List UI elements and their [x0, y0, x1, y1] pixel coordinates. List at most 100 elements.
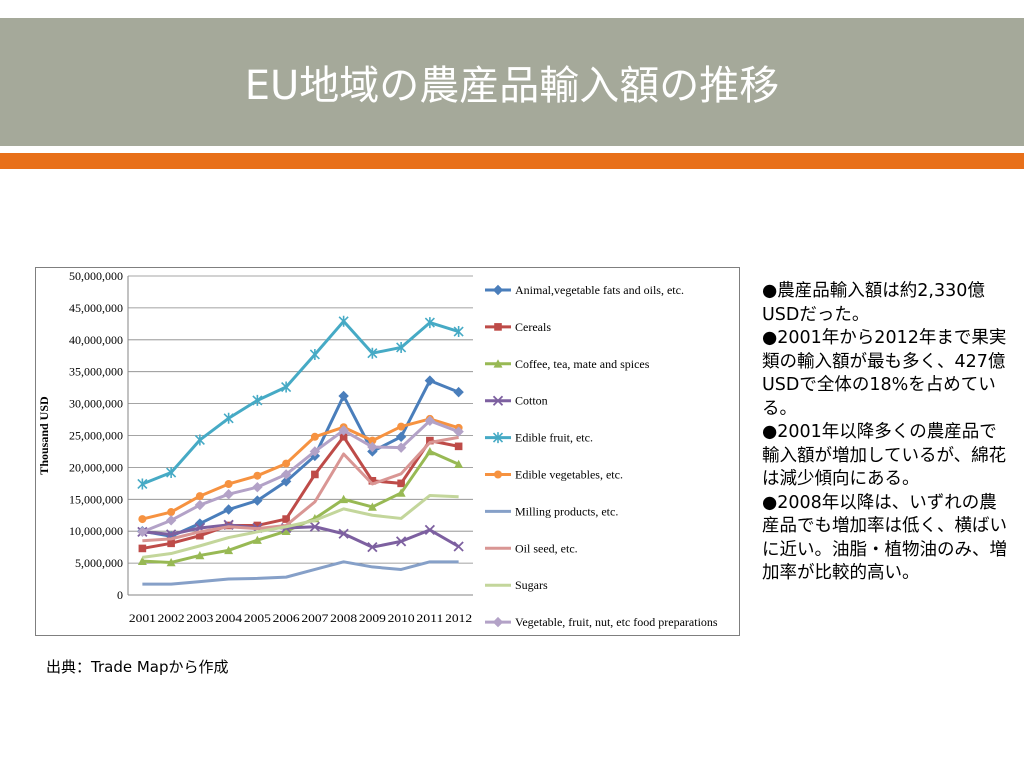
data-point: [224, 545, 234, 555]
data-point: [252, 495, 263, 506]
data-point: [395, 536, 407, 547]
data-point: [454, 442, 463, 451]
data-point: [167, 539, 175, 548]
legend-label: Coffee, tea, mate and spices: [515, 357, 650, 371]
data-point: [223, 488, 234, 500]
data-point: [367, 502, 377, 511]
legend-marker: [494, 470, 502, 479]
data-point: [338, 425, 349, 436]
data-point: [395, 431, 407, 442]
data-point: [166, 467, 177, 479]
notes-panel: ●農産品輸入額は約2,330億USDだった。 ●2001年から2012年まで果実…: [762, 280, 1012, 586]
data-point: [138, 515, 147, 524]
data-point: [368, 476, 377, 485]
data-point: [424, 415, 436, 427]
legend-marker: [492, 284, 504, 296]
series-line-5: [141, 319, 460, 486]
legend-marker: [492, 432, 504, 444]
data-point: [253, 521, 262, 530]
data-point: [338, 390, 349, 402]
data-point: [166, 557, 176, 567]
y-tick-label: 10,000,000: [69, 524, 123, 538]
y-tick-label: 45,000,000: [69, 301, 123, 315]
data-point: [397, 422, 406, 431]
data-point: [281, 526, 291, 535]
data-point: [454, 459, 464, 469]
data-point: [280, 476, 292, 487]
series-line-7: [142, 560, 459, 586]
y-tick-label: 25,000,000: [69, 429, 123, 443]
data-point: [426, 436, 434, 445]
legend-marker: [493, 359, 503, 368]
x-tick-label: 2008: [330, 611, 357, 625]
legend-label: Oil seed, etc.: [515, 541, 578, 555]
line-chart: 0 5,000,000 10,000,000 15,000,000 20,000,000…: [37, 269, 718, 629]
legend-label: Milling products, etc.: [515, 504, 618, 518]
x-tick-label: 2004: [215, 611, 242, 625]
data-point: [424, 375, 436, 386]
x-tick-label: 2009: [359, 611, 386, 625]
series-line-4: [142, 523, 460, 549]
data-point: [282, 459, 291, 468]
data-point: [137, 556, 147, 565]
y-tick-label: 35,000,000: [69, 365, 123, 379]
series-line-10: [141, 419, 460, 534]
data-point: [195, 550, 205, 560]
y-tick-label: 0: [117, 588, 123, 602]
accent-bar: [0, 153, 1024, 169]
series-line-8: [142, 435, 459, 543]
data-point: [137, 478, 148, 490]
data-point: [167, 508, 176, 517]
data-point: [223, 504, 234, 515]
data-point: [194, 499, 206, 511]
legend-label: Vegetable, fruit, nut, etc food preparat…: [515, 615, 718, 629]
x-tick-label: 2003: [186, 611, 213, 625]
x-tick-label: 2010: [388, 611, 415, 625]
y-tick-label: 15,000,000: [69, 492, 123, 506]
data-point: [309, 446, 321, 457]
data-point: [338, 315, 349, 327]
data-point: [252, 394, 263, 406]
note-bullet-1: ●農産品輸入額は約2,330億USDだった。: [762, 281, 985, 325]
x-tick-label: 2002: [158, 611, 185, 625]
chart-frame: [35, 267, 740, 636]
legend-label: Cotton: [515, 394, 548, 408]
data-point: [282, 515, 290, 523]
data-point: [224, 479, 233, 488]
note-bullet-2: ●2001年から2012年まで果実類の輸入額が最も多く、427億USDで全体の1…: [762, 328, 1007, 419]
data-point: [196, 531, 204, 540]
x-tick-label: 2007: [301, 611, 328, 625]
data-point: [309, 348, 320, 360]
legend-label: Sugars: [515, 578, 548, 592]
data-point: [397, 479, 405, 488]
data-point: [424, 524, 436, 536]
series-line-1: [142, 379, 460, 538]
y-tick-label: 40,000,000: [69, 333, 123, 347]
data-point: [280, 469, 292, 480]
data-point: [195, 492, 204, 501]
source-note: 出典：Trade Mapから作成: [46, 658, 229, 676]
data-point: [367, 441, 378, 453]
slide-title: EU地域の農産品輸入額の推移: [244, 63, 780, 109]
x-tick-label: 2001: [129, 611, 156, 625]
x-tick-label: 2012: [445, 611, 472, 625]
data-point: [138, 544, 147, 553]
legend-label: Edible fruit, etc.: [515, 431, 593, 445]
data-point: [367, 542, 378, 553]
data-point: [253, 471, 262, 480]
data-point: [396, 488, 406, 497]
note-bullet-3: ●2001年以降多くの農産品で輸入額が増加しているが、綿花は減少傾向にある。: [762, 422, 1007, 489]
data-point: [367, 347, 378, 359]
legend-label: Animal,vegetable fats and oils, etc.: [515, 283, 684, 297]
data-point: [310, 432, 319, 441]
data-point: [453, 326, 464, 338]
y-tick-label: 20,000,000: [69, 460, 123, 474]
data-point: [396, 341, 407, 353]
legend-marker: [494, 323, 502, 331]
x-tick-label: 2005: [244, 611, 271, 625]
legend-label: Edible vegetables, etc.: [515, 468, 623, 482]
data-point: [194, 434, 205, 446]
data-point: [165, 515, 177, 526]
data-point: [453, 541, 464, 552]
series-line-9: [142, 493, 459, 559]
